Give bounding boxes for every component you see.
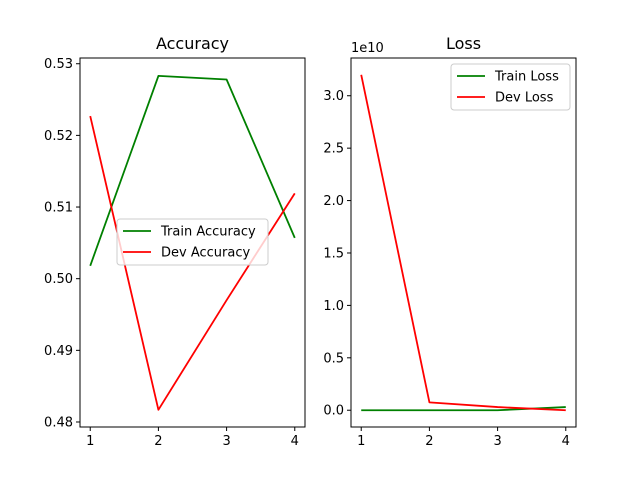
- y-offset-label: 1e10: [351, 41, 384, 56]
- x-tick-label: 4: [562, 434, 570, 449]
- y-tick-label: 0.53: [44, 57, 73, 72]
- x-tick-label: 1: [357, 434, 365, 449]
- legend-label: Train Loss: [494, 70, 559, 85]
- legend-label: Dev Loss: [495, 91, 554, 106]
- y-tick-label: 3.0: [323, 89, 344, 104]
- chart-title: Loss: [446, 34, 481, 53]
- y-tick-label: 0.48: [44, 415, 73, 430]
- axes-frame: [350, 57, 577, 428]
- x-tick-label: 1: [86, 434, 94, 449]
- chart-accuracy: Accuracy 1 2 3 4 0.48 0.49 0.50 0.51 0.52 0.53 Trai…: [44, 34, 306, 449]
- chart-loss: Loss 1e10 1 2 3 4 0.0 0.5 1.0 1.5 2.0 2.5 3.0 Train L…: [323, 34, 577, 449]
- x-tick-label: 2: [154, 434, 162, 449]
- y-tick-label: 0.0: [323, 404, 344, 419]
- y-tick-label: 0.50: [44, 272, 73, 287]
- x-tick-label: 2: [425, 434, 433, 449]
- x-tick-label: 3: [222, 434, 230, 449]
- chart-title: Accuracy: [156, 34, 229, 53]
- legend: Train Accuracy Dev Accuracy: [116, 218, 269, 266]
- series-line-dev-loss: [360, 74, 566, 412]
- y-tick-label: 0.52: [44, 129, 73, 144]
- y-tick-label: 0.51: [44, 201, 73, 216]
- y-tick-label: 1.0: [323, 299, 344, 314]
- y-tick-label: 0.5: [323, 351, 344, 366]
- x-tick-label: 3: [493, 434, 501, 449]
- y-tick-label: 2.5: [323, 142, 344, 157]
- axes-frame: [79, 57, 306, 428]
- y-tick-label: 0.49: [44, 344, 73, 359]
- y-tick-label: 1.5: [323, 246, 344, 261]
- legend-label: Dev Accuracy: [161, 246, 250, 261]
- legend-box: [116, 218, 269, 266]
- y-tick-label: 2.0: [323, 194, 344, 209]
- x-tick-label: 4: [291, 434, 299, 449]
- legend-label: Train Accuracy: [160, 225, 256, 240]
- legend: Train Loss Dev Loss: [450, 63, 571, 111]
- series-line-train-accuracy: [89, 75, 296, 267]
